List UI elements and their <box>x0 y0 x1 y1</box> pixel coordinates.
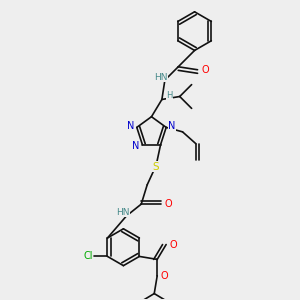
Text: S: S <box>153 162 159 172</box>
Text: O: O <box>164 199 172 209</box>
Text: O: O <box>201 65 209 75</box>
Text: N: N <box>132 141 140 151</box>
Text: N: N <box>168 121 176 131</box>
Text: O: O <box>170 239 177 250</box>
Text: H: H <box>166 92 172 100</box>
Text: Cl: Cl <box>83 251 93 261</box>
Text: HN: HN <box>116 208 130 217</box>
Text: HN: HN <box>154 73 167 82</box>
Text: N: N <box>127 121 134 131</box>
Text: O: O <box>161 271 169 281</box>
